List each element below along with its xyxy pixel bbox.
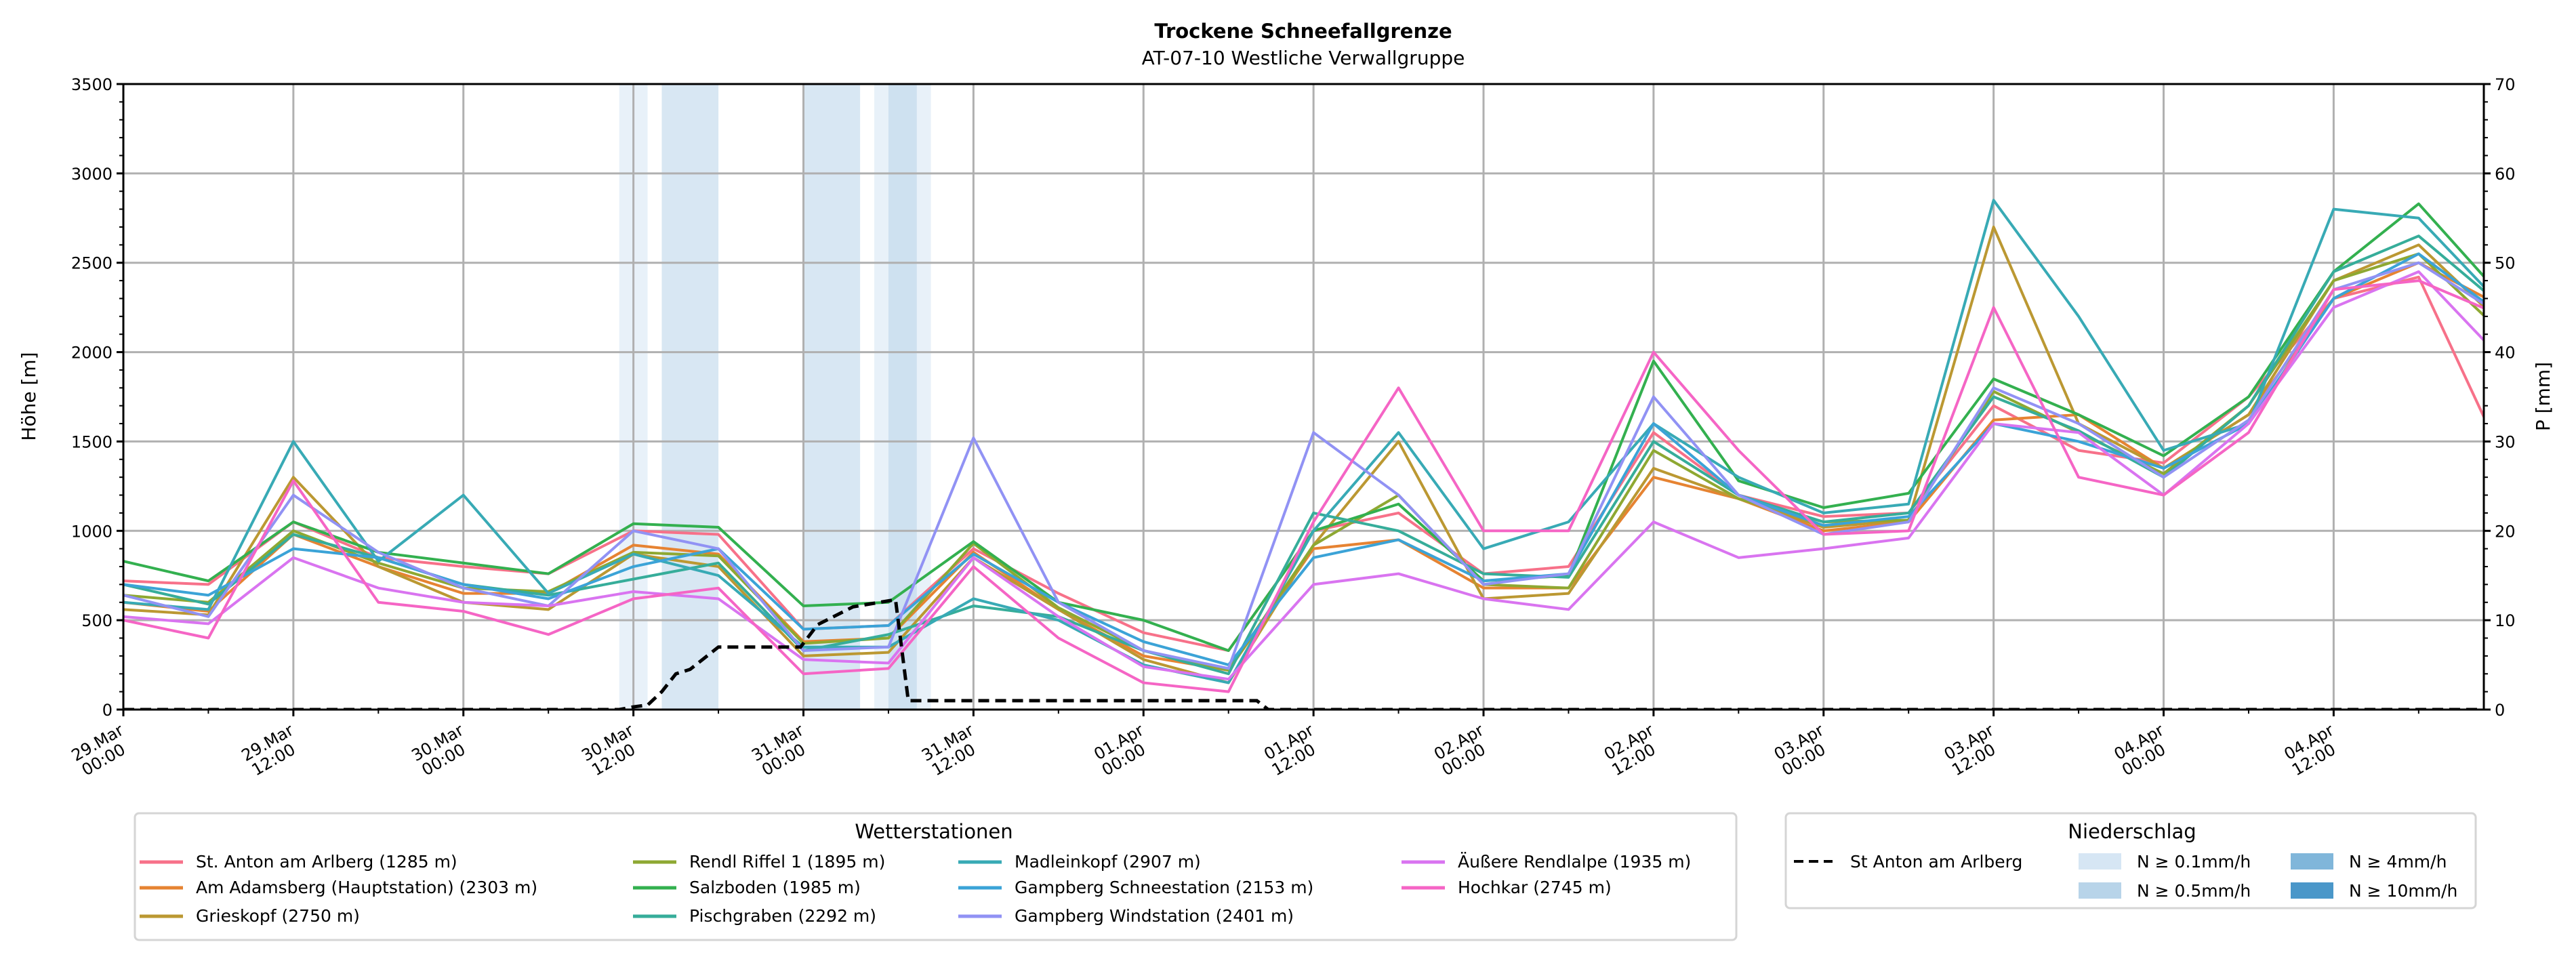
legend-label: Gampberg Windstation (2401 m) bbox=[1015, 906, 1294, 926]
legend-item: Am Adamsberg (Hauptstation) (2303 m) bbox=[140, 878, 537, 897]
legend-precip-label: N ≥ 4mm/h bbox=[2349, 852, 2447, 872]
series-line-9 bbox=[123, 270, 2484, 681]
legend-item: Salzboden (1985 m) bbox=[633, 878, 861, 897]
legend-label: Gampberg Schneestation (2153 m) bbox=[1015, 878, 1313, 897]
legend-label: Salzboden (1985 m) bbox=[689, 878, 861, 897]
series-line-5 bbox=[123, 234, 2484, 676]
legend-precip-label: N ≥ 10mm/h bbox=[2349, 881, 2457, 901]
legend-label: Am Adamsberg (Hauptstation) (2303 m) bbox=[196, 878, 537, 897]
y-right-tick-label: 40 bbox=[2495, 344, 2516, 363]
legend-label: Hochkar (2745 m) bbox=[1458, 878, 1612, 897]
legend-label: Grieskopf (2750 m) bbox=[196, 906, 360, 926]
y-tick-label: 500 bbox=[81, 611, 113, 630]
y-tick-label: 2500 bbox=[71, 254, 113, 273]
legend-stations: Wetterstationen St. Anton am Arlberg (12… bbox=[134, 812, 1738, 941]
legend-precip-item: N ≥ 0.1mm/h bbox=[2079, 852, 2251, 872]
legend-precip-item: N ≥ 0.5mm/h bbox=[2079, 881, 2251, 901]
precip-line bbox=[123, 597, 2484, 710]
series-line-7 bbox=[123, 252, 2484, 667]
y-tick-label: 2000 bbox=[71, 344, 113, 363]
legend-precip-item: N ≥ 4mm/h bbox=[2291, 852, 2447, 872]
precip-band-0.5 bbox=[803, 84, 861, 710]
legend-item: Äußere Rendlalpe (1935 m) bbox=[1402, 852, 1691, 872]
precip-bands bbox=[619, 84, 931, 710]
y-tick-label: 0 bbox=[102, 701, 113, 720]
y-right-tick-label: 70 bbox=[2495, 75, 2516, 94]
y-tick-label: 3000 bbox=[71, 165, 113, 184]
series-line-8 bbox=[123, 261, 2484, 670]
legend-precip-swatch bbox=[2079, 853, 2121, 870]
legend-precip-title: Niederschlag bbox=[2068, 820, 2196, 843]
legend-item: Hochkar (2745 m) bbox=[1402, 878, 1612, 897]
precip-band-0.5 bbox=[661, 84, 719, 710]
y-right-tick-label: 50 bbox=[2495, 254, 2516, 273]
legend-item: Gampberg Windstation (2401 m) bbox=[958, 906, 1294, 926]
legend-precip-label: N ≥ 0.5mm/h bbox=[2137, 881, 2251, 901]
y-right-tick-label: 20 bbox=[2495, 522, 2516, 541]
legend-label: St. Anton am Arlberg (1285 m) bbox=[196, 852, 457, 872]
legend-precip-item: N ≥ 10mm/h bbox=[2291, 881, 2457, 901]
legend-precip: Niederschlag St Anton am Arlberg N ≥ 0.1… bbox=[1784, 812, 2477, 909]
y-right-tick-label: 30 bbox=[2495, 432, 2516, 451]
legend-precip-swatch bbox=[2079, 882, 2121, 899]
y-right-tick-label: 60 bbox=[2495, 165, 2516, 184]
legend-precip-label: N ≥ 0.1mm/h bbox=[2137, 852, 2251, 872]
series-line-6 bbox=[123, 199, 2484, 684]
y-right-tick-label: 0 bbox=[2495, 701, 2505, 720]
chart-subtitle: AT-07-10 Westliche Verwallgruppe bbox=[1142, 47, 1465, 69]
legend-item: Rendl Riffel 1 (1895 m) bbox=[633, 852, 885, 872]
legend-item: Grieskopf (2750 m) bbox=[140, 906, 360, 926]
legend-stations-title: Wetterstationen bbox=[855, 820, 1013, 843]
y-tick-label: 1500 bbox=[71, 432, 113, 451]
y-right-tick-label: 10 bbox=[2495, 611, 2516, 630]
legend-precip-line-label: St Anton am Arlberg bbox=[1850, 852, 2022, 872]
series-line-10 bbox=[123, 279, 2484, 693]
y-tick-label: 1000 bbox=[71, 522, 113, 541]
legend-label: Pischgraben (2292 m) bbox=[689, 906, 876, 926]
legend-label: Rendl Riffel 1 (1895 m) bbox=[689, 852, 885, 872]
chart-title: Trockene Schneefallgrenze bbox=[1154, 20, 1452, 43]
legend-item: Pischgraben (2292 m) bbox=[633, 906, 876, 926]
y-axis-right-label: P [mm] bbox=[2532, 362, 2554, 431]
series-lines bbox=[123, 199, 2484, 710]
legend-precip-swatch bbox=[2291, 853, 2333, 870]
legend-item: St. Anton am Arlberg (1285 m) bbox=[140, 852, 457, 872]
plot-frame bbox=[122, 83, 2485, 711]
legend-precip-swatch bbox=[2291, 882, 2333, 899]
legend-label: Äußere Rendlalpe (1935 m) bbox=[1458, 852, 1691, 872]
y-axis-label: Höhe [m] bbox=[18, 352, 40, 441]
y-tick-label: 3500 bbox=[71, 75, 113, 94]
legend-item: Gampberg Schneestation (2153 m) bbox=[958, 878, 1313, 897]
legend-item: Madleinkopf (2907 m) bbox=[958, 852, 1201, 872]
legend-label: Madleinkopf (2907 m) bbox=[1015, 852, 1201, 872]
